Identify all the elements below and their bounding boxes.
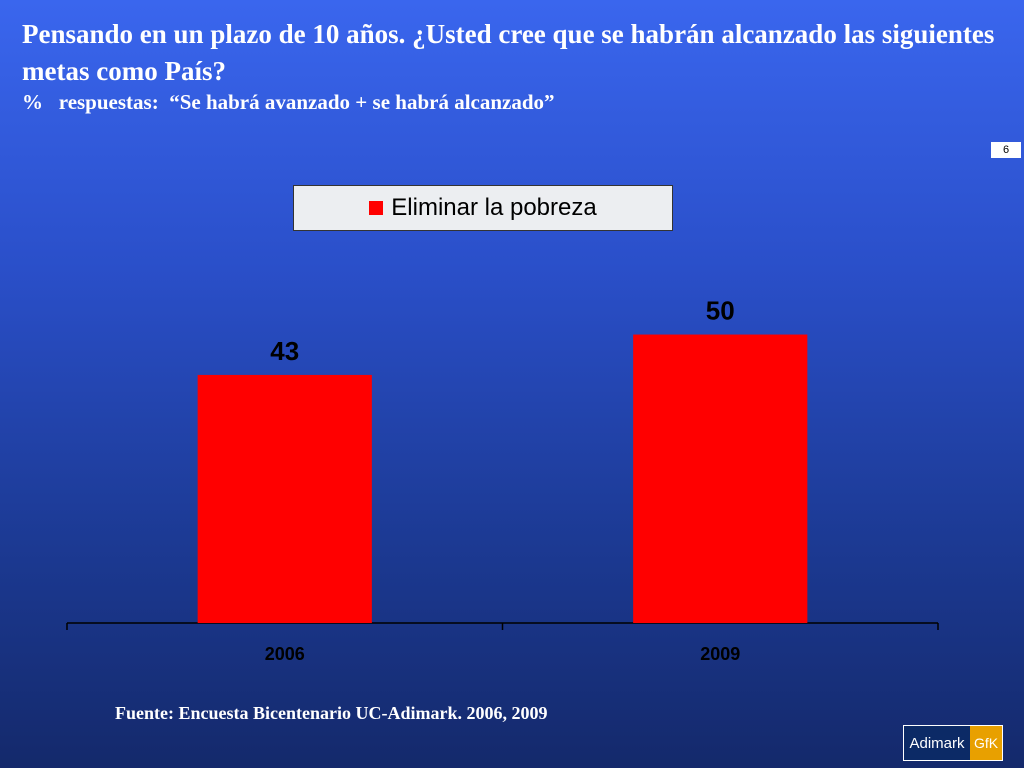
logo-right-text: GfK bbox=[970, 726, 1002, 760]
page-number: 6 bbox=[991, 142, 1021, 158]
chart-subtitle: % respuestas: “Se habrá avanzado + se ha… bbox=[22, 90, 555, 114]
logo-left-text: Adimark bbox=[904, 726, 970, 760]
source-note: Fuente: Encuesta Bicentenario UC-Adimark… bbox=[115, 703, 548, 723]
legend-label: Eliminar la pobreza bbox=[391, 194, 597, 221]
chart-legend: Eliminar la pobreza bbox=[293, 185, 673, 231]
legend-swatch bbox=[369, 201, 384, 215]
chart-title: Pensando en un plazo de 10 años. ¿Usted … bbox=[22, 19, 995, 86]
bar-2009 bbox=[633, 334, 808, 623]
x-tick-label-2009: 2009 bbox=[700, 644, 740, 664]
data-label-2006: 43 bbox=[270, 336, 299, 366]
company-logo: Adimark GfK bbox=[903, 725, 1003, 761]
bar-2006 bbox=[197, 374, 372, 623]
x-tick-label-2006: 2006 bbox=[265, 644, 305, 664]
data-label-2009: 50 bbox=[706, 296, 735, 326]
